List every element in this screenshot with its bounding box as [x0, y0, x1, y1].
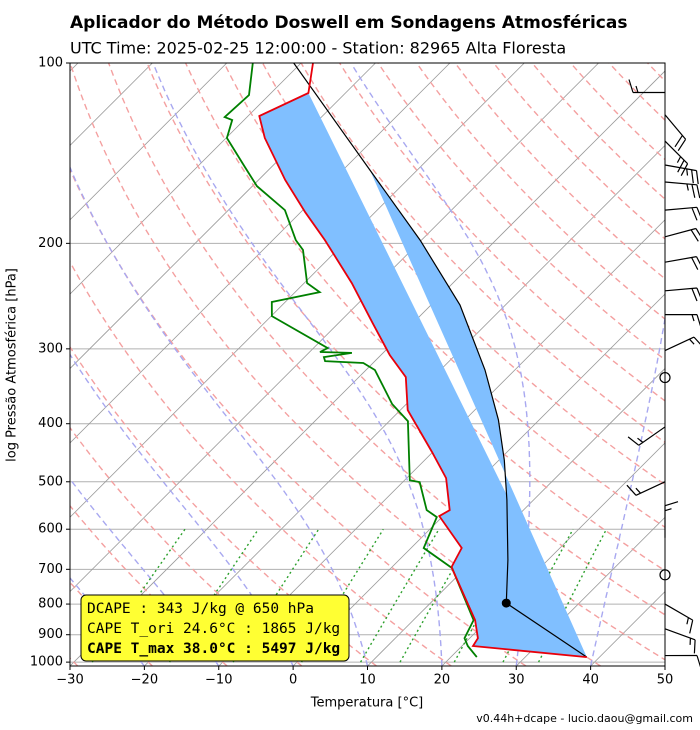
dry-adiabat: [377, 63, 665, 361]
wind-barb: [664, 181, 700, 199]
y-tick-label: 200: [38, 236, 63, 251]
isotherm: [70, 63, 525, 518]
wind-barb: [664, 628, 696, 654]
dry-adiabat: [107, 63, 665, 661]
x-tick-label: 20: [434, 673, 451, 688]
plot-area: [0, 63, 700, 666]
parcel-line: [293, 63, 588, 658]
y-tick-label: 800: [38, 597, 63, 612]
dewpoint-line: [223, 63, 478, 658]
moist-adiabat: [153, 65, 443, 666]
wind-calm: [659, 569, 671, 581]
wind-barb: [664, 314, 700, 327]
wind-barbs: [626, 79, 700, 668]
info-line: CAPE T_max 38.0°C : 5497 J/kg: [87, 641, 340, 657]
isotherm: [218, 219, 665, 666]
dry-adiabat: [339, 63, 665, 402]
wind-barb: [664, 227, 700, 242]
x-tick-label: −20: [131, 673, 158, 688]
dry-adiabat: [70, 167, 527, 666]
dry-adiabat: [608, 63, 665, 122]
wind-barb: [664, 501, 679, 538]
wind-barb: [627, 426, 666, 446]
dry-adiabat: [531, 63, 665, 200]
wind-barb: [664, 603, 694, 634]
moist-adiabat: [70, 165, 369, 666]
info-line: DCAPE : 343 J/kg @ 650 hPa: [87, 601, 314, 617]
isotherm: [292, 293, 665, 666]
isotherm: [70, 63, 376, 370]
isotherm: [70, 63, 451, 444]
chart-subtitle: UTC Time: 2025-02-25 12:00:00 - Station:…: [70, 39, 566, 58]
dry-adiabat: [70, 63, 601, 666]
dry-adiabat: [570, 63, 665, 161]
y-tick-label: 600: [38, 522, 63, 537]
y-tick-label: 100: [38, 56, 63, 71]
y-tick-label: 300: [38, 341, 63, 356]
dry-adiabat: [70, 260, 452, 666]
wind-barb: [628, 79, 666, 94]
isotherm: [516, 516, 665, 666]
plot-frame: [69, 62, 666, 667]
dry-adiabat: [184, 63, 665, 572]
wind-barb: [664, 256, 700, 270]
y-tick-label: 700: [38, 562, 63, 577]
dry-adiabat: [686, 63, 700, 666]
dry-adiabat: [300, 63, 665, 444]
info-line: CAPE T_ori 24.6°C : 1865 J/kg: [87, 621, 340, 637]
dry-adiabat: [416, 63, 665, 320]
x-tick-label: 50: [657, 673, 674, 688]
isotherm: [0, 63, 4, 666]
wind-barb: [664, 654, 700, 668]
lcl-point: [501, 598, 511, 608]
info-box: [80, 594, 350, 662]
isotherm: [70, 63, 228, 221]
wind-barb: [664, 206, 700, 221]
x-axis-label: Temperatura [°C]: [310, 696, 423, 711]
isotherm: [70, 63, 302, 295]
footer: v0.44h+dcape - lucio.daou@gmail.com: [476, 712, 693, 725]
moist-adiabat: [589, 314, 665, 666]
wind-barb: [664, 140, 689, 176]
isotherm: [70, 70, 665, 666]
x-tick-label: 0: [289, 673, 297, 688]
wind-barb: [664, 114, 687, 152]
x-tick-label: 30: [508, 673, 525, 688]
x-tick-label: −30: [56, 673, 83, 688]
chart-title: Aplicador do Método Doswell em Sondagens…: [70, 13, 627, 33]
dry-adiabat: [647, 63, 665, 82]
wind-calm: [659, 371, 671, 384]
y-tick-label: 900: [38, 627, 63, 642]
y-tick-label: 500: [38, 474, 63, 489]
y-tick-label: 1000: [30, 655, 63, 670]
wind-barb: [626, 481, 666, 496]
y-axis-label: log Pressão Atmosférica [hPa]: [5, 268, 20, 462]
mixing-ratio-line: [359, 528, 440, 663]
wind-barb: [664, 164, 699, 185]
x-tick-label: −10: [205, 673, 232, 688]
moist-adiabat: [70, 477, 220, 666]
y-tick-label: 400: [38, 416, 63, 431]
wind-barb: [664, 287, 700, 302]
dry-adiabat: [70, 504, 228, 666]
isotherm: [144, 144, 665, 666]
wind-barb: [664, 336, 700, 352]
cape-area: [259, 93, 587, 658]
temperature-line: [258, 63, 587, 658]
x-tick-label: 40: [582, 673, 599, 688]
x-tick-label: 10: [359, 673, 376, 688]
